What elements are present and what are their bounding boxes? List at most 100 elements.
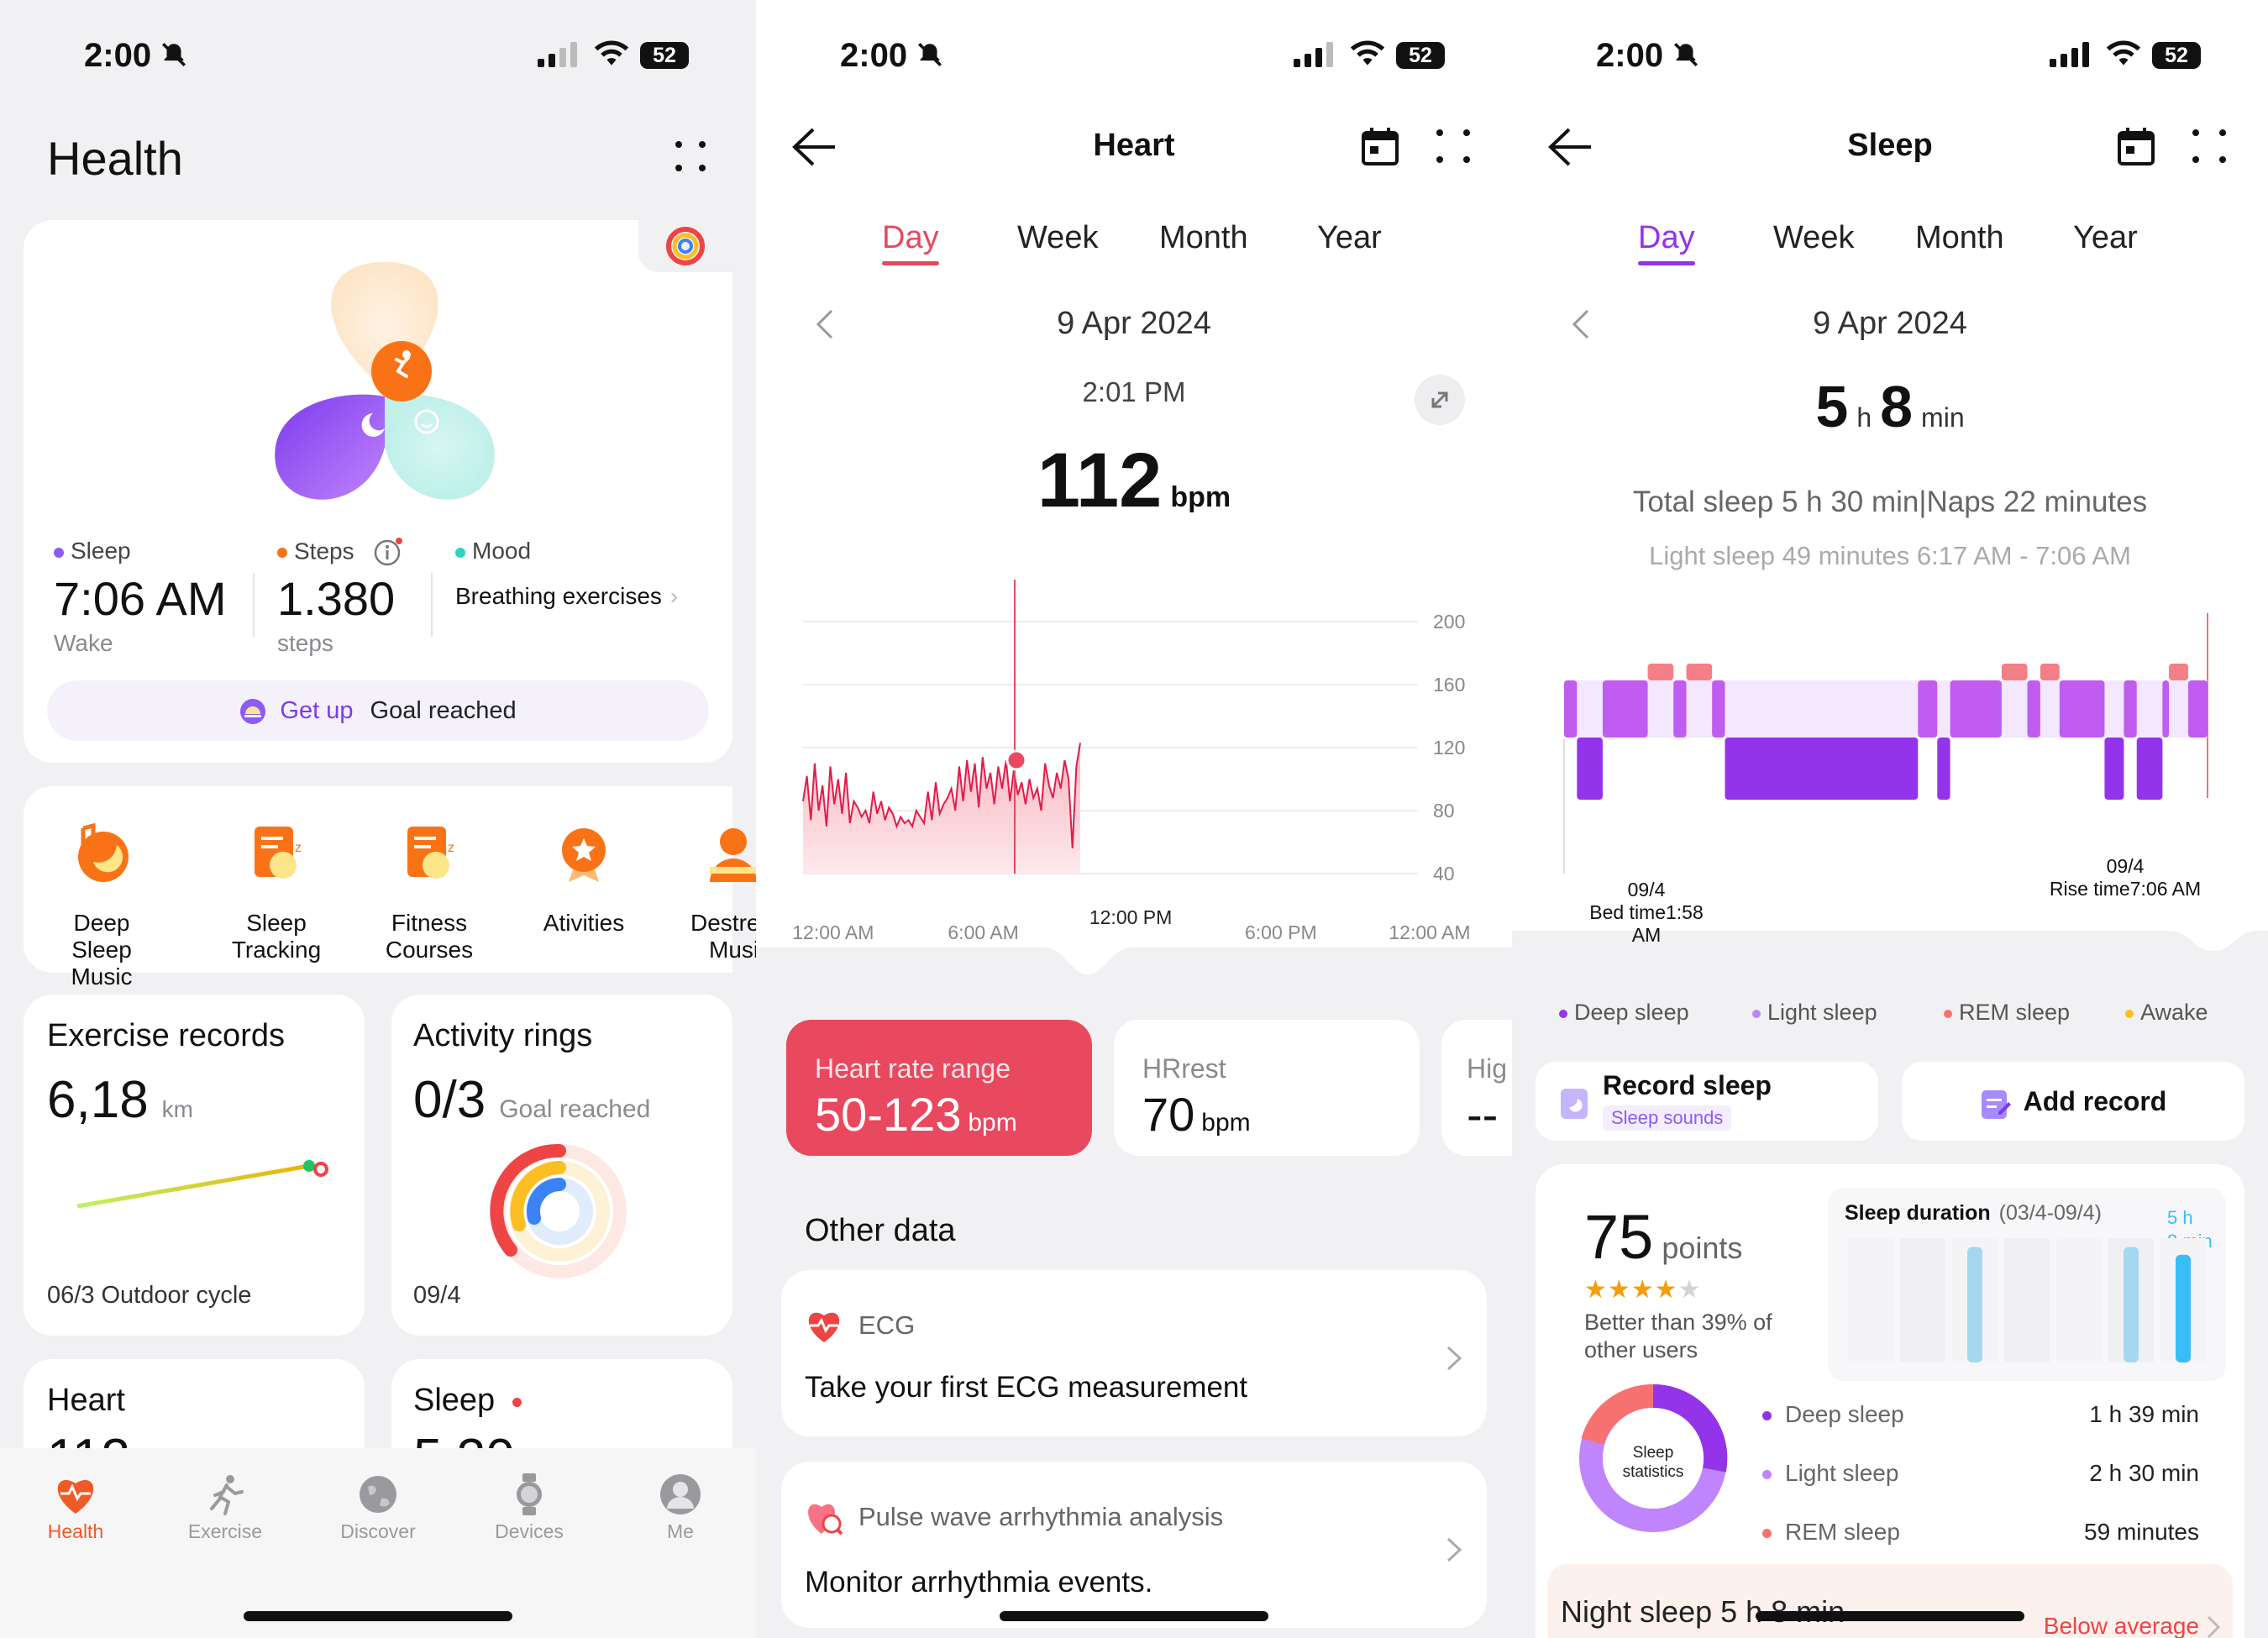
sleep-label: Sleep	[71, 538, 131, 564]
resting-heart-rate-card[interactable]: HRrest 70 bpm	[1114, 1020, 1420, 1156]
tab-day[interactable]: Day	[882, 220, 939, 265]
shortcut-sleep-tracking[interactable]: z Sleep Tracking	[222, 820, 331, 963]
signal-icon	[2050, 42, 2089, 67]
sleep-stage-chart[interactable]	[1562, 605, 2234, 890]
shortcut-activities[interactable]: Ativities	[529, 820, 638, 937]
shortcut-destress-music[interactable]: Destre Musi	[679, 820, 756, 963]
rest-value-row: 70 bpm	[1142, 1087, 1251, 1142]
tab-week[interactable]: Week	[1017, 220, 1099, 255]
heart-rate-range-card[interactable]: Heart rate range 50-123 bpm	[786, 1020, 1092, 1156]
donut-center-label: Sleep statistics	[1622, 1444, 1684, 1481]
duration-label: Sleep duration	[1845, 1201, 1991, 1225]
star-rating: ★★★★★	[1584, 1275, 1701, 1305]
card-title: Heart	[47, 1383, 125, 1418]
sleep-record-icon	[1561, 1089, 1588, 1119]
tab-year[interactable]: Year	[2073, 220, 2138, 255]
back-arrow-icon[interactable]	[791, 126, 837, 168]
night-sleep-row[interactable]: Night sleep 5 h 8 min Below average	[1547, 1564, 2233, 1638]
back-arrow-icon[interactable]	[1547, 126, 1593, 168]
chevron-left-icon[interactable]	[815, 307, 835, 341]
card-label: Hig	[1467, 1053, 1508, 1084]
high-heart-rate-card[interactable]: Hig --	[1441, 1020, 1512, 1156]
mood-value: Breathing exercises	[455, 583, 662, 609]
ecg-text: Take your first ECG measurement	[805, 1371, 1248, 1404]
tab-month[interactable]: Month	[1159, 220, 1248, 255]
nav-label: Discover	[340, 1520, 416, 1542]
legend-label: Light sleep	[1767, 1000, 1877, 1025]
tab-year[interactable]: Year	[1317, 220, 1382, 255]
sleep-stage-bars	[1564, 664, 2208, 800]
shortcut-line2: Courses	[385, 937, 474, 963]
steps-sub: steps	[277, 630, 333, 656]
more-options-icon[interactable]	[672, 138, 709, 175]
home-indicator[interactable]	[1756, 1611, 2024, 1621]
sleep-stage-deep	[2136, 738, 2163, 800]
pulse-wave-card[interactable]: Pulse wave arrhythmia analysis Monitor a…	[781, 1462, 1487, 1628]
calendar-icon[interactable]	[1361, 126, 1399, 166]
record-sleep-button[interactable]: Record sleep Sleep sounds	[1536, 1062, 1878, 1141]
calendar-icon[interactable]	[2117, 126, 2155, 166]
shortcut-line2: Musi	[709, 937, 756, 963]
svg-text:z: z	[295, 841, 302, 855]
sleep-document-icon: z	[255, 827, 302, 879]
battery-indicator: 52	[640, 42, 689, 69]
arrhythmia-heart-icon	[808, 1504, 843, 1536]
pulse-label: Pulse wave arrhythmia analysis	[858, 1502, 1224, 1531]
heart-unit: bpm	[1170, 481, 1231, 513]
points-row: 75 points	[1584, 1201, 1742, 1273]
info-icon[interactable]	[372, 538, 403, 568]
nav-devices[interactable]: Devices	[470, 1473, 588, 1543]
shortcut-line1: Ativities	[543, 910, 625, 936]
rings-value-row: 0/3 Goal reached	[413, 1070, 650, 1130]
tab-day[interactable]: Day	[1638, 220, 1695, 265]
rings-value: 0/3	[413, 1071, 486, 1129]
home-indicator[interactable]	[244, 1611, 512, 1621]
sleep-duration-mini-chart[interactable]: Sleep duration(03/4-09/4) 5 h8 min	[1828, 1188, 2226, 1381]
chevron-right-icon: ›	[669, 583, 679, 609]
day-column	[2056, 1238, 2102, 1362]
nav-exercise[interactable]: Exercise	[166, 1473, 284, 1543]
nav-me[interactable]: Me	[622, 1473, 739, 1543]
nav-health[interactable]: Health	[17, 1473, 134, 1543]
silent-bell-icon	[161, 42, 186, 67]
nav-label: Exercise	[187, 1520, 263, 1542]
sleep-sounds-tag[interactable]: Sleep sounds	[1603, 1105, 1732, 1131]
exercise-value-row: 6,18 km	[47, 1070, 193, 1130]
x-tick-label: 12:00 AM	[1389, 921, 1470, 943]
more-options-icon[interactable]	[2191, 128, 2228, 165]
activity-rings-card[interactable]: Activity rings 0/3 Goal reached 09/4	[391, 995, 732, 1336]
shortcut-line1: Sleep	[246, 910, 307, 936]
chevron-left-icon[interactable]	[1571, 307, 1591, 341]
shortcut-deep-sleep-music[interactable]: Deep Sleep Music	[47, 820, 156, 990]
time-label: 2:01 PM	[1082, 376, 1186, 407]
sleep-stage-light	[2162, 680, 2170, 738]
sleep-stage-deep	[1937, 738, 1950, 800]
getup-goal-banner[interactable]: Get up Goal reached	[47, 680, 709, 741]
svg-text:z: z	[448, 841, 454, 855]
summary-card[interactable]: Sleep 7:06 AM Wake Steps 1.380 steps Moo…	[24, 220, 732, 763]
more-options-icon[interactable]	[1435, 128, 1472, 165]
sleep-score-card[interactable]: 75 points ★★★★★ Better than 39% of other …	[1536, 1164, 2244, 1638]
sleep-statistics-donut[interactable]	[1578, 1383, 1729, 1534]
exercise-records-card[interactable]: Exercise records 6,18 km 06/3 Outdoor cyc…	[24, 995, 365, 1336]
section-title: Other data	[805, 1213, 956, 1248]
home-indicator[interactable]	[1000, 1611, 1268, 1621]
shortcut-fitness-courses[interactable]: z Fitness Courses	[375, 820, 484, 963]
nav-discover[interactable]: Discover	[319, 1473, 437, 1543]
add-record-button[interactable]: Add record	[1902, 1062, 2244, 1141]
heart-value-row: 112 bpm	[756, 437, 1512, 525]
silent-bell-icon	[1673, 42, 1698, 67]
sleep-label-row: Sleep	[54, 538, 131, 564]
legend-deep-sleep: Deep sleep	[1559, 1000, 1689, 1026]
expand-button[interactable]	[1415, 375, 1465, 425]
duration-h-unit: h	[1856, 402, 1872, 433]
panel-notch	[2167, 907, 2260, 951]
tab-month[interactable]: Month	[1915, 220, 2004, 255]
y-tick-label: 80	[1433, 800, 1455, 822]
ecg-card[interactable]: ECG Take your first ECG measurement	[781, 1270, 1487, 1436]
tab-week[interactable]: Week	[1773, 220, 1855, 255]
breathing-exercises-link[interactable]: Breathing exercises ›	[455, 583, 678, 610]
rings-badge[interactable]	[638, 220, 732, 272]
sleep-stage-rem	[2169, 664, 2189, 680]
